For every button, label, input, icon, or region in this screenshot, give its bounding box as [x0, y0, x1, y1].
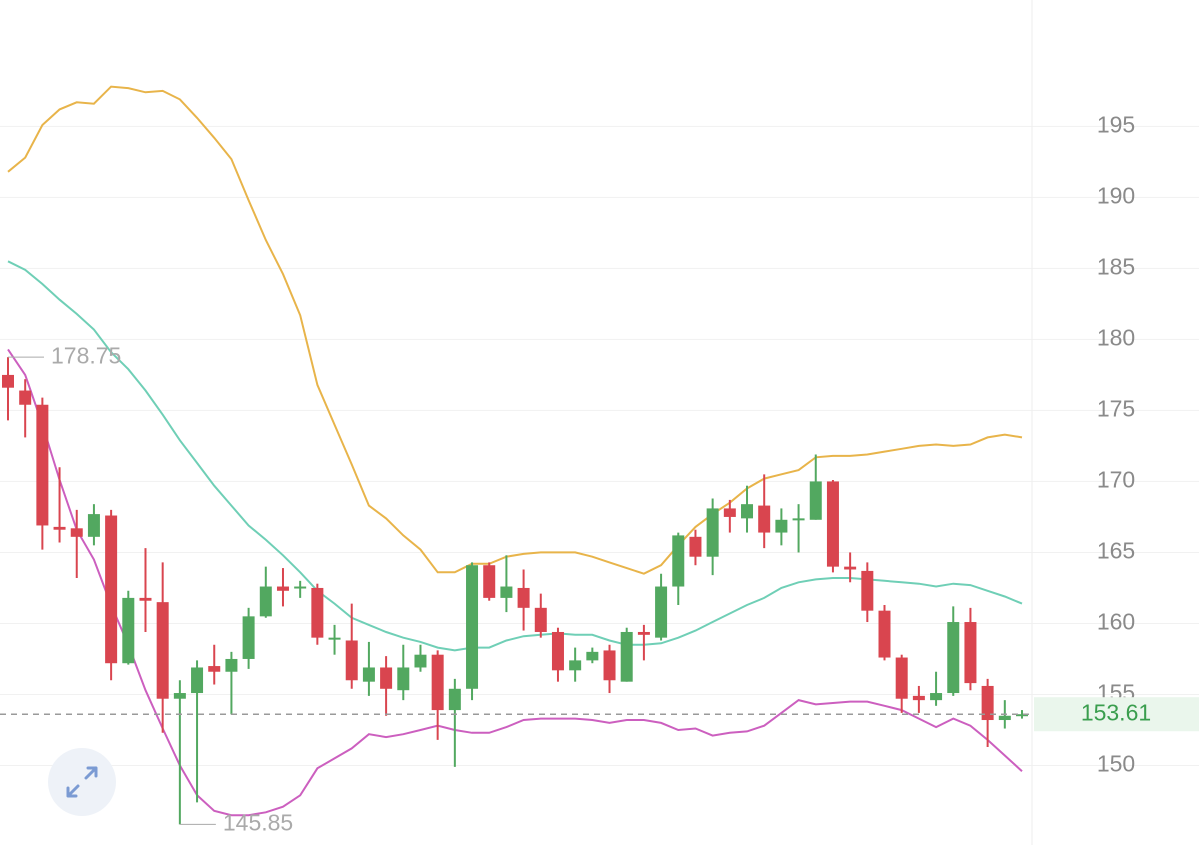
candle-body — [603, 650, 616, 681]
candle-body — [328, 637, 341, 640]
candle-body — [122, 597, 135, 664]
last-price-label: 153.61 — [1081, 699, 1151, 725]
candle-body — [706, 508, 719, 557]
candle-body — [517, 587, 530, 608]
candle-body — [36, 404, 49, 526]
candle-body — [1016, 714, 1028, 717]
y-tick-label: 185 — [1097, 253, 1135, 279]
candle-body — [380, 667, 393, 689]
band-line — [7, 85, 1023, 575]
candle-body — [345, 640, 358, 681]
candle-body — [53, 526, 66, 530]
grid — [0, 125, 1199, 766]
candle-body — [311, 587, 324, 638]
candle-body — [431, 654, 444, 711]
low-label: 145.85 — [223, 809, 293, 835]
candle-body — [998, 715, 1011, 721]
band-line — [7, 260, 1023, 652]
candle-body — [620, 631, 633, 682]
candle-body — [947, 622, 960, 694]
candle-body — [569, 660, 582, 671]
candle-body — [259, 586, 272, 617]
candle-body — [981, 685, 994, 721]
expand-button[interactable] — [48, 748, 116, 816]
candle-body — [414, 654, 427, 668]
candle-body — [156, 602, 169, 699]
candle-body — [930, 693, 943, 701]
candle-body — [87, 514, 100, 537]
high-label: 178.75 — [51, 342, 121, 368]
candle-body — [466, 565, 479, 689]
candle-body — [826, 481, 839, 567]
expand-icon[interactable] — [66, 766, 98, 798]
candle-body — [500, 586, 513, 598]
candle-body — [964, 622, 977, 684]
expand-button-bg[interactable] — [48, 748, 116, 816]
candle-body — [19, 390, 32, 405]
candle-body — [191, 667, 204, 694]
candle-body — [586, 651, 599, 661]
candle-body — [895, 657, 908, 699]
candle-body — [655, 586, 668, 638]
candle-body — [741, 504, 754, 519]
candle-body — [534, 607, 547, 632]
candle-body — [225, 658, 238, 672]
y-tick-label: 170 — [1097, 467, 1135, 493]
candle-body — [2, 374, 14, 388]
candle-body — [912, 695, 925, 701]
candle-body — [792, 518, 805, 521]
candle-body — [139, 597, 152, 601]
candle-body — [758, 505, 771, 533]
candle-body — [173, 693, 186, 699]
y-tick-label: 190 — [1097, 182, 1135, 208]
y-tick-label: 165 — [1097, 538, 1135, 564]
y-tick-label: 175 — [1097, 396, 1135, 422]
candle-body — [861, 570, 874, 611]
band-line — [7, 348, 1023, 817]
y-tick-label: 160 — [1097, 609, 1135, 635]
y-tick-label: 180 — [1097, 324, 1135, 350]
candle-body — [723, 508, 736, 517]
candle-body — [775, 519, 788, 533]
y-tick-label: 195 — [1097, 111, 1135, 137]
last-price-box — [1034, 697, 1199, 732]
candle-body — [362, 667, 375, 682]
candle-body — [483, 565, 496, 598]
y-tick-label: 150 — [1097, 751, 1135, 777]
candle-body — [70, 528, 83, 537]
candle-body — [637, 631, 650, 635]
candle-body — [448, 688, 461, 711]
candle-body — [242, 616, 255, 659]
candle-body — [105, 515, 118, 664]
candle-body — [878, 610, 891, 658]
candle-body — [809, 481, 822, 520]
candle-body — [294, 586, 307, 589]
candle-body — [397, 667, 410, 691]
candle-body — [672, 535, 685, 587]
candle-body — [689, 536, 702, 557]
candle-body — [551, 631, 564, 671]
candle-body — [844, 566, 857, 570]
candle-body — [208, 666, 221, 672]
candle-body — [276, 586, 289, 591]
